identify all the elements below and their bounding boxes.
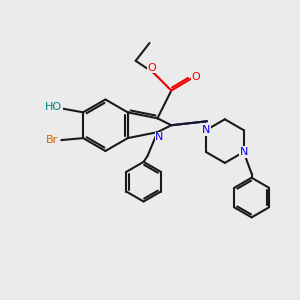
- Text: N: N: [239, 147, 248, 157]
- Text: HO: HO: [45, 102, 62, 112]
- Text: O: O: [147, 63, 156, 73]
- Text: N: N: [202, 125, 210, 135]
- Text: N: N: [155, 132, 164, 142]
- Text: O: O: [192, 72, 200, 82]
- Text: Br: Br: [46, 135, 59, 145]
